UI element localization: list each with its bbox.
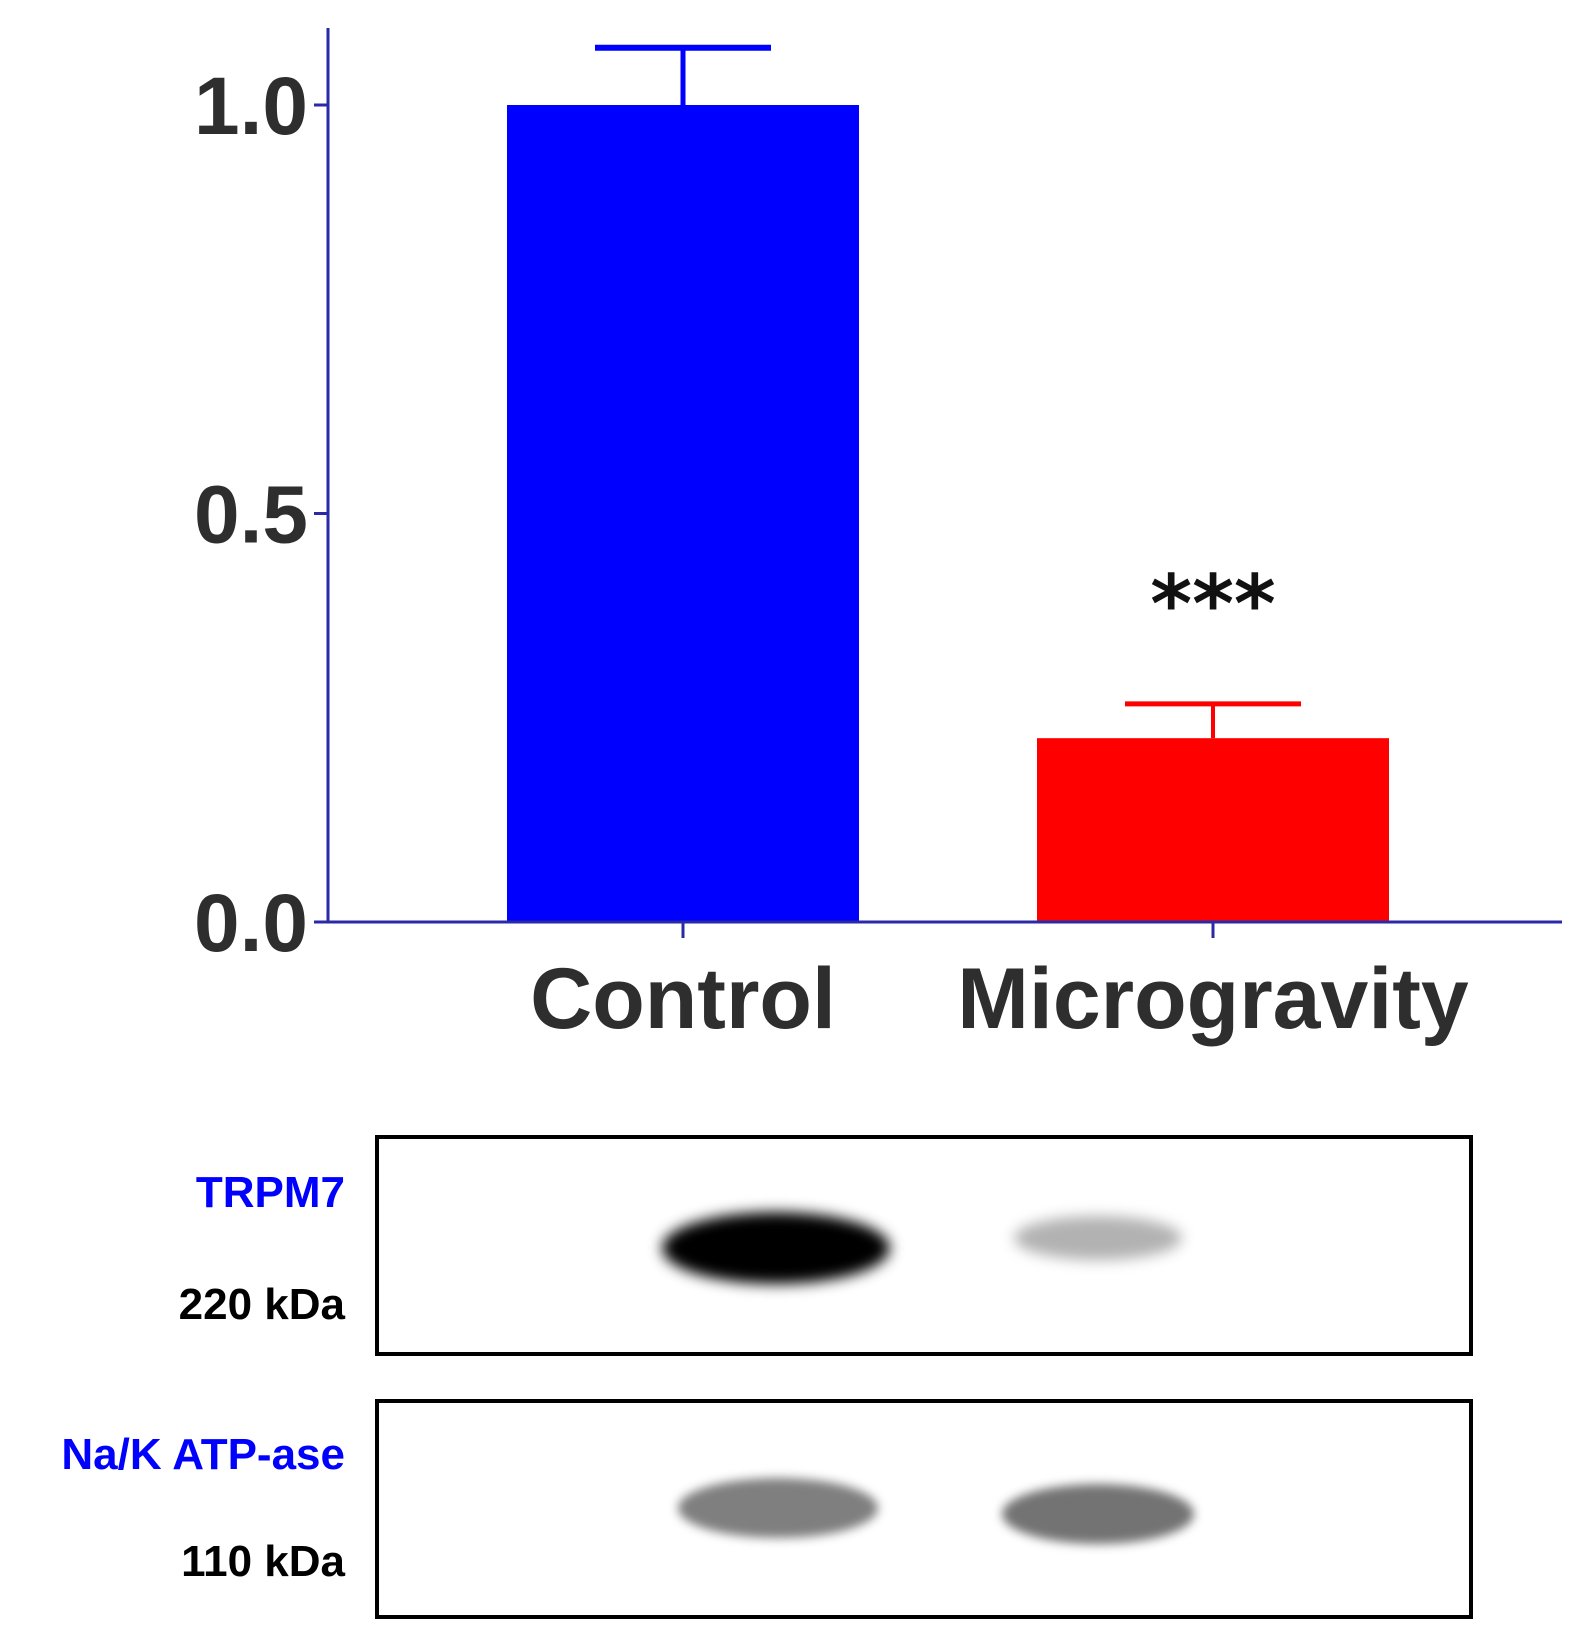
blot-weight-label-nak-atpase: 110 kDa [181,1537,345,1586]
significance-mark-microgravity: *** [1150,558,1276,651]
error-bar-microgravity [1125,701,1301,739]
y-tick-label: 0.5 [194,470,308,561]
western-blot: TRPM7 220 kDa Na/K ATP-ase 110 kDa [61,1135,1473,1619]
bar-microgravity [1037,738,1389,922]
x-tick-label-control: Control [530,951,836,1047]
band-nak-atpase-control [678,1478,878,1538]
x-ticks: Control Microgravity [530,922,1469,1047]
error-bars [595,44,1301,739]
band-trpm7-control [662,1212,890,1284]
blot-weight-label-trpm7: 220 kDa [179,1280,346,1329]
blot-frame-trpm7 [375,1135,1473,1356]
blot-panel-trpm7: TRPM7 220 kDa [179,1135,1473,1356]
band-trpm7-microgravity [1014,1216,1182,1260]
blot-panel-nak-atpase: Na/K ATP-ase 110 kDa [61,1399,1473,1619]
y-ticks: 0.0 0.5 1.0 [194,61,328,969]
bars [507,105,1389,922]
bar-chart: 0.0 0.5 1.0 Control Microgravity *** [194,28,1562,1047]
bar-control [507,105,859,922]
y-tick-label: 0.0 [194,878,308,969]
y-tick-label: 1.0 [194,61,308,152]
band-nak-atpase-microgravity [1002,1484,1194,1544]
blot-protein-label-trpm7: TRPM7 [196,1168,345,1217]
error-bar-control [595,44,771,105]
blot-protein-label-nak-atpase: Na/K ATP-ase [61,1430,345,1479]
blot-frame-nak-atpase [375,1399,1473,1619]
x-tick-label-microgravity: Microgravity [957,951,1469,1047]
significance-marks: *** [1150,558,1276,651]
